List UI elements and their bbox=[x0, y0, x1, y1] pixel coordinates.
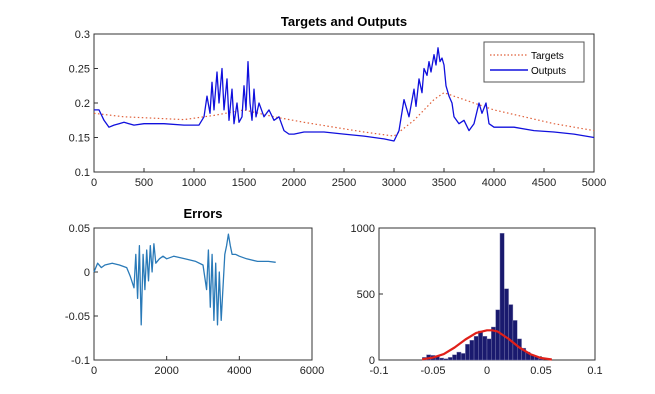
histogram-bar bbox=[512, 320, 518, 361]
errors-xtick-label: 4000 bbox=[227, 365, 251, 377]
targets-outputs-xtick-label: 500 bbox=[135, 177, 153, 189]
targets-outputs-ytick-label: 0.1 bbox=[75, 167, 90, 179]
outputs-series-line bbox=[94, 47, 595, 142]
targets-outputs-panel: Targets and Outputs 0 500 1000 1500 2000 2500… bbox=[69, 14, 607, 189]
targets-outputs-xtick-label: 1000 bbox=[182, 177, 206, 189]
errors-panel: Errors 0 2000 4000 6000 -0.1 -0.05 0 0.05 bbox=[65, 206, 324, 377]
targets-outputs-xtick-label: 4500 bbox=[532, 177, 556, 189]
errors-ytick-label: -0.1 bbox=[71, 355, 90, 367]
histogram-xtick-label: 0 bbox=[484, 365, 490, 377]
histogram-panel: -0.1 -0.05 0 0.05 0.1 0 500 1000 bbox=[351, 223, 603, 377]
histogram-ytick-label: 1000 bbox=[351, 223, 375, 235]
legend-targets-label: Targets bbox=[531, 51, 564, 62]
errors-xtick-label: 2000 bbox=[154, 365, 178, 377]
targets-series-line bbox=[93, 92, 595, 137]
histogram-bar bbox=[439, 357, 445, 361]
histogram-bar bbox=[499, 233, 505, 361]
histogram-bar bbox=[443, 358, 449, 361]
histogram-xtick-label: -0.1 bbox=[370, 365, 389, 377]
targets-outputs-legend: Targets Outputs bbox=[483, 41, 585, 83]
targets-outputs-xtick-label: 3500 bbox=[432, 177, 456, 189]
errors-ytick-label: 0.05 bbox=[69, 223, 90, 235]
targets-outputs-ytick-label: 0.25 bbox=[69, 64, 90, 76]
normal-fit-curve bbox=[422, 329, 552, 361]
targets-outputs-xtick-label: 2000 bbox=[282, 177, 306, 189]
histogram-bar bbox=[486, 338, 492, 361]
histogram-bar bbox=[504, 288, 509, 361]
targets-outputs-title: Targets and Outputs bbox=[281, 14, 407, 29]
targets-outputs-xtick-label: 4000 bbox=[482, 177, 506, 189]
errors-xtick-label: 0 bbox=[91, 365, 97, 377]
errors-title: Errors bbox=[183, 206, 222, 221]
histogram-bar bbox=[465, 343, 470, 361]
histogram-bar bbox=[456, 351, 462, 361]
targets-outputs-xtick-label: 0 bbox=[91, 177, 97, 189]
histogram-bar bbox=[508, 304, 514, 361]
targets-outputs-xtick-label: 3000 bbox=[382, 177, 406, 189]
errors-ytick-label: 0 bbox=[84, 267, 90, 279]
histogram-xtick-label: -0.05 bbox=[420, 365, 445, 377]
targets-outputs-ytick-label: 0.15 bbox=[69, 133, 90, 145]
errors-series-line bbox=[93, 233, 276, 326]
histogram-bar bbox=[452, 354, 457, 361]
legend-outputs-label: Outputs bbox=[531, 66, 566, 77]
histogram-xtick-label: 0.1 bbox=[587, 365, 602, 377]
histogram-bar bbox=[460, 353, 466, 361]
targets-outputs-xtick-label: 5000 bbox=[582, 177, 606, 189]
histogram-ytick-label: 500 bbox=[357, 289, 375, 301]
histogram-bar bbox=[478, 330, 483, 361]
histogram-bar bbox=[469, 340, 475, 361]
histogram-ytick-label: 0 bbox=[369, 355, 375, 367]
histogram-bar bbox=[447, 357, 453, 361]
legend-box bbox=[483, 41, 585, 83]
histogram-xtick-label: 0.05 bbox=[530, 365, 551, 377]
targets-outputs-xtick-label: 2500 bbox=[332, 177, 356, 189]
errors-xtick-label: 6000 bbox=[300, 365, 324, 377]
histogram-bar bbox=[495, 309, 501, 361]
targets-outputs-ytick-label: 0.2 bbox=[75, 98, 90, 110]
targets-outputs-ytick-label: 0.3 bbox=[75, 29, 90, 41]
targets-outputs-xtick-label: 1500 bbox=[232, 177, 256, 189]
errors-plot-area bbox=[93, 227, 313, 361]
errors-ytick-label: -0.05 bbox=[65, 311, 90, 323]
histogram-bar bbox=[473, 336, 479, 361]
histogram-bar bbox=[482, 336, 488, 361]
